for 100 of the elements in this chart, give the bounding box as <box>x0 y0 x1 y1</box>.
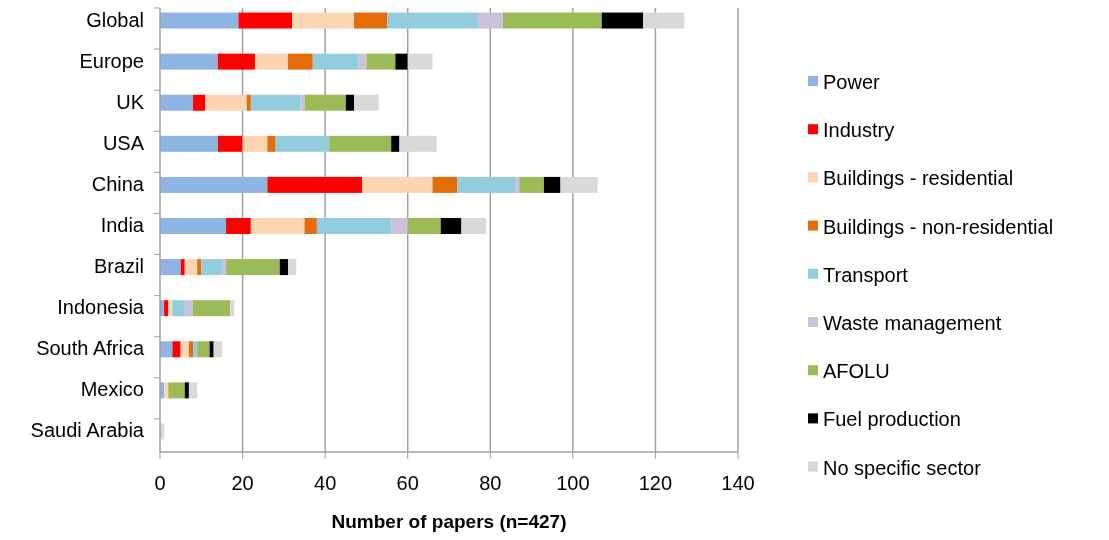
bar <box>180 259 185 276</box>
legend-label: Power <box>823 71 881 93</box>
y-tick-label: UK <box>116 90 145 113</box>
bar <box>180 341 189 358</box>
x-axis-title: Number of papers (n=427) <box>331 511 567 532</box>
bar <box>287 259 297 276</box>
bar <box>201 259 222 276</box>
y-tick-label: Mexico <box>80 378 144 401</box>
bar <box>440 218 462 234</box>
y-tick-label: Global <box>86 8 144 31</box>
bar <box>432 176 458 193</box>
bar <box>515 176 520 193</box>
x-tick-label: 80 <box>479 472 502 494</box>
bar <box>168 382 185 399</box>
y-tick-label: Europe <box>79 49 144 72</box>
bar <box>477 12 503 29</box>
x-tick-label: 0 <box>154 472 166 494</box>
bar <box>250 94 301 111</box>
bar <box>193 94 206 111</box>
x-tick-label: 140 <box>721 472 755 494</box>
bar <box>168 300 173 317</box>
bar <box>395 53 408 70</box>
bar <box>358 53 367 70</box>
y-tick-label: India <box>100 214 145 236</box>
bar <box>304 94 346 111</box>
bar <box>643 12 685 29</box>
bar <box>345 94 355 111</box>
legend-label: Waste management <box>823 312 1002 334</box>
bar <box>519 176 544 193</box>
bar <box>300 94 305 111</box>
bar <box>197 341 210 358</box>
bar <box>387 12 478 29</box>
legend-label: AFOLU <box>823 360 890 383</box>
bar <box>366 53 396 70</box>
bar <box>560 176 598 193</box>
x-tick-label: 120 <box>638 472 673 494</box>
y-tick-label: South Africa <box>36 337 145 360</box>
bar <box>316 218 392 234</box>
legend-label: Transport <box>823 263 909 286</box>
bar <box>226 259 280 276</box>
x-tick-label: 40 <box>314 472 337 494</box>
y-tick-label: Saudi Arabia <box>30 419 145 442</box>
bar <box>160 259 181 276</box>
bar <box>354 12 388 29</box>
x-tick-label: 100 <box>556 472 590 494</box>
y-tick-label: USA <box>102 131 145 154</box>
bar <box>193 300 231 317</box>
bar <box>164 300 169 317</box>
bar <box>226 218 251 234</box>
bar <box>172 300 185 317</box>
bar <box>197 259 202 276</box>
bar <box>230 300 235 317</box>
bar <box>238 12 293 29</box>
bar <box>188 382 198 399</box>
bar <box>362 176 433 193</box>
legend-label: Industry <box>823 119 895 142</box>
bar <box>217 53 255 70</box>
legend-label: Buildings - residential <box>823 167 1014 190</box>
x-tick-label: 60 <box>396 472 419 494</box>
bar <box>543 176 561 193</box>
bar <box>160 135 218 152</box>
bar <box>601 12 644 29</box>
bar <box>188 341 194 358</box>
bar <box>213 341 222 358</box>
bar <box>160 218 227 234</box>
bar <box>407 218 441 234</box>
bar <box>217 135 243 152</box>
bar <box>160 94 194 111</box>
bar <box>312 53 359 70</box>
legend-label: No specific sector <box>823 456 982 479</box>
bar <box>399 135 437 152</box>
bar <box>193 341 198 358</box>
bar <box>407 53 433 70</box>
bar <box>292 12 355 29</box>
bar <box>391 135 400 152</box>
bar <box>304 218 317 234</box>
x-tick-label: 20 <box>231 472 254 494</box>
y-tick-label: Brazil <box>93 255 144 278</box>
bar <box>267 135 276 152</box>
bar <box>184 259 198 276</box>
bar <box>160 53 218 70</box>
bar <box>329 135 392 152</box>
bar <box>275 135 330 152</box>
bar <box>250 218 305 234</box>
bar <box>184 382 189 399</box>
bar <box>267 176 363 193</box>
bar <box>354 94 379 111</box>
bar <box>205 94 247 111</box>
bar <box>160 12 239 29</box>
y-tick-label: China <box>91 172 145 195</box>
legend-label: Fuel production <box>823 408 961 431</box>
bar <box>246 94 251 111</box>
bar <box>279 259 288 276</box>
bar <box>461 218 487 234</box>
bar <box>242 135 268 152</box>
bar <box>457 176 516 193</box>
bar <box>221 259 227 276</box>
bar <box>160 176 268 193</box>
legend-label: Buildings - non-residential <box>823 215 1054 238</box>
y-tick-label: Indonesia <box>57 296 145 319</box>
